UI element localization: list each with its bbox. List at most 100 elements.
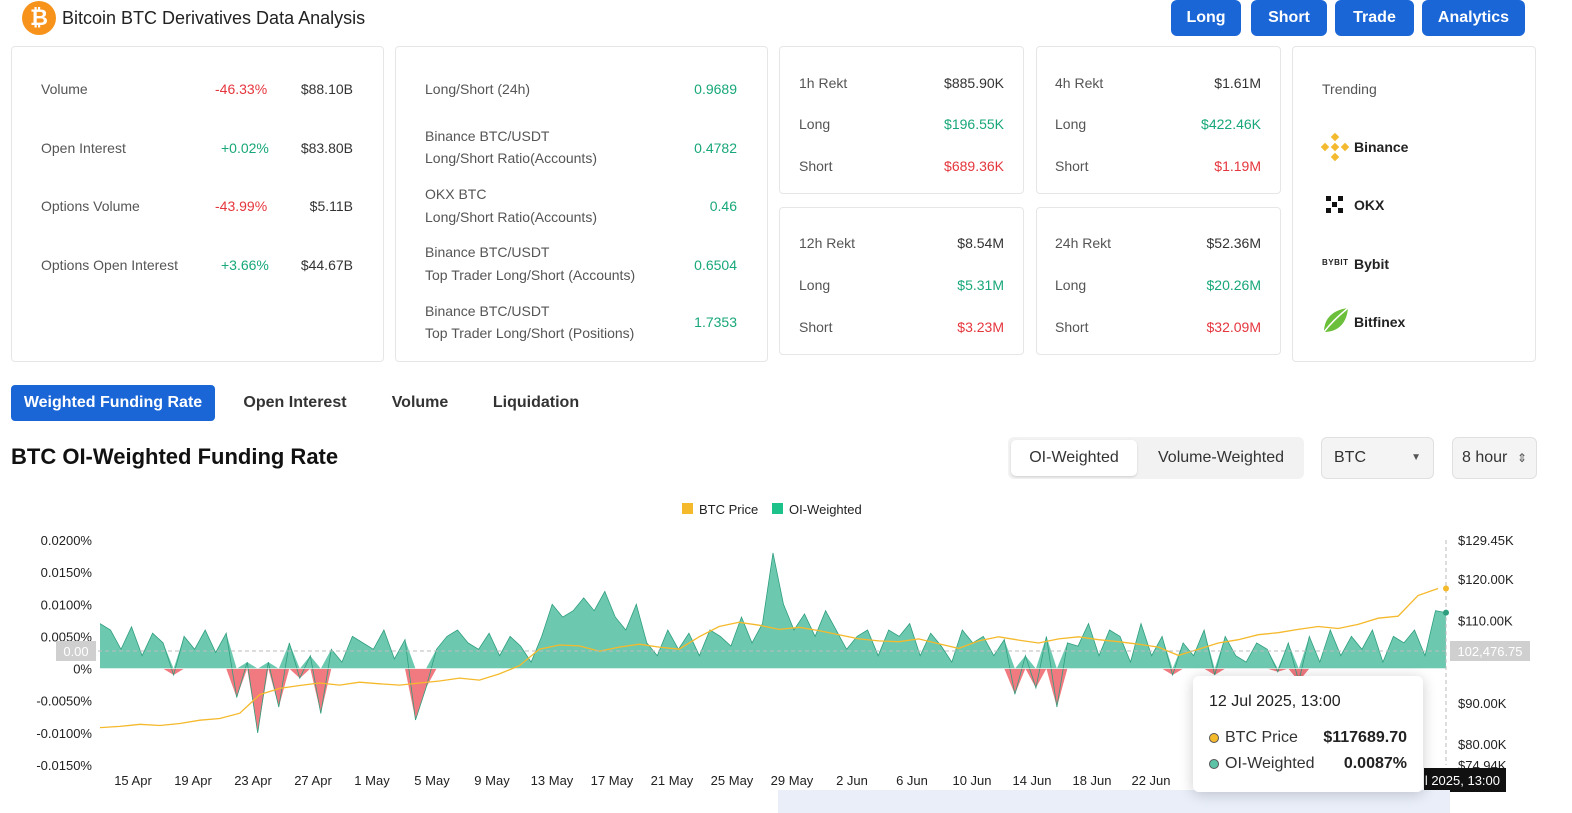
ratio-value: 0.9689	[694, 81, 737, 97]
oi-weighted-dot-icon	[1209, 759, 1219, 769]
legend-label: BTC Price	[699, 502, 758, 517]
overview-value: $44.67B	[300, 257, 353, 273]
ratio-label: Binance BTC/USDT	[425, 128, 550, 144]
ratio-sublabel: Top Trader Long/Short (Accounts)	[425, 267, 636, 283]
x-axis-tick: 9 May	[474, 773, 510, 788]
overview-label: Options Open Interest	[41, 257, 178, 273]
rekt-long-label: Long	[1055, 116, 1087, 132]
trending-title: Trending	[1322, 81, 1377, 97]
rekt-card-24h: 24h Rekt $52.36M Long $20.26M Short $32.…	[1036, 207, 1281, 355]
rekt-long-value: $196.55K	[944, 116, 1004, 132]
ratio-sublabel: Top Trader Long/Short (Positions)	[425, 325, 635, 341]
oi-weighted-positive-area	[100, 552, 1446, 669]
rekt-long-label: Long	[1055, 277, 1087, 293]
rekt-long-value: $422.46K	[1201, 116, 1261, 132]
interval-select-value: 8 hour	[1462, 449, 1508, 466]
x-axis-tick: 22 Jun	[1131, 773, 1170, 788]
trending-item-name: OKX	[1354, 197, 1385, 213]
overview-value: $88.10B	[300, 81, 353, 97]
overview-value: $5.11B	[309, 198, 353, 214]
trade-button[interactable]: Trade	[1335, 0, 1414, 36]
ratio-sublabel: Long/Short Ratio(Accounts)	[425, 209, 597, 225]
tooltip-value: 0.0087%	[1343, 755, 1407, 772]
x-axis-tick: 25 May	[711, 773, 754, 788]
oi-weighted-toggle[interactable]: OI-Weighted	[1011, 440, 1137, 476]
okx-icon	[1326, 196, 1343, 213]
y-axis-left-tick: 0.0200%	[41, 533, 93, 548]
y-axis-left-tick: -0.0050%	[36, 694, 92, 709]
legend-label: OI-Weighted	[789, 502, 862, 517]
ratio-label: Binance BTC/USDT	[425, 244, 550, 260]
tab-liquidation[interactable]: Liquidation	[492, 394, 580, 411]
crosshair-left-badge	[56, 641, 96, 661]
rekt-card-12h: 12h Rekt $8.54M Long $5.31M Short $3.23M	[779, 207, 1024, 355]
rekt-title: 1h Rekt	[799, 75, 848, 91]
analytics-button[interactable]: Analytics	[1422, 0, 1525, 36]
tab-open-interest[interactable]: Open Interest	[243, 394, 347, 411]
overview-value: $83.80B	[300, 140, 353, 156]
x-axis-tick: 17 May	[591, 773, 634, 788]
overview-change: -43.99%	[215, 198, 268, 214]
interval-select[interactable]: 8 hour ⇕	[1452, 437, 1537, 479]
chevron-down-icon: ▼	[1411, 452, 1421, 463]
x-axis-tick: 2 Jun	[836, 773, 868, 788]
y-axis-left-tick: 0.0100%	[41, 597, 93, 612]
x-axis-tick: 13 May	[531, 773, 574, 788]
rekt-long-value: $5.31M	[957, 277, 1004, 293]
long-button[interactable]: Long	[1171, 0, 1241, 36]
trending-item-name: Binance	[1354, 139, 1409, 155]
rekt-short-label: Short	[1055, 158, 1089, 174]
x-axis-tick: 19 Apr	[174, 773, 212, 788]
coin-select-value: BTC	[1334, 449, 1366, 466]
rekt-total: $885.90K	[944, 75, 1004, 91]
short-button[interactable]: Short	[1251, 0, 1327, 36]
rekt-card-1h: 1h Rekt $885.90K Long $196.55K Short $68…	[779, 46, 1024, 194]
rekt-title: 12h Rekt	[799, 235, 856, 251]
rekt-short-value: $1.19M	[1214, 158, 1261, 174]
bybit-icon: BYBIT	[1322, 258, 1349, 267]
ratio-sublabel: Long/Short Ratio(Accounts)	[425, 150, 597, 166]
weighting-toggle: OI-Weighted Volume-Weighted	[1008, 437, 1304, 479]
range-navigator	[778, 790, 1450, 813]
rekt-title: 4h Rekt	[1055, 75, 1104, 91]
coin-select[interactable]: BTC ▼	[1321, 437, 1434, 479]
x-axis-tick: 23 Apr	[234, 773, 272, 788]
trending-item-name: Bitfinex	[1354, 314, 1406, 330]
x-axis-tick: 1 May	[354, 773, 390, 788]
legend-swatch	[772, 503, 783, 514]
rekt-card-4h: 4h Rekt $1.61M Long $422.46K Short $1.19…	[1036, 46, 1281, 194]
y-axis-left-tick: -0.0100%	[36, 726, 92, 741]
rekt-long-value: $20.26M	[1206, 277, 1261, 293]
btc-price-dot-icon	[1209, 733, 1219, 743]
rekt-long-label: Long	[799, 116, 831, 132]
rekt-total: $52.36M	[1206, 235, 1261, 251]
tab-volume[interactable]: Volume	[391, 394, 449, 411]
x-axis-tick: 29 May	[771, 773, 814, 788]
x-axis-tick: 6 Jun	[896, 773, 928, 788]
rekt-short-label: Short	[799, 158, 833, 174]
rekt-short-value: $3.23M	[957, 319, 1004, 335]
x-axis-tick: 18 Jun	[1072, 773, 1111, 788]
tooltip-date: 12 Jul 2025, 13:00	[1209, 693, 1341, 710]
chart-tooltip: 12 Jul 2025, 13:00 BTC Price $117689.70 …	[1193, 676, 1423, 792]
volume-weighted-toggle[interactable]: Volume-Weighted	[1158, 449, 1284, 466]
crosshair-date-badge	[1424, 768, 1506, 792]
ratio-value: 0.46	[709, 198, 737, 214]
tab-weighted-funding-rate[interactable]: Weighted Funding Rate	[11, 385, 215, 421]
crosshair-right-label: 102,476.75	[1457, 644, 1522, 659]
overview-change: +3.66%	[221, 257, 269, 273]
ratio-value: 1.7353	[694, 314, 737, 330]
legend-swatch	[682, 503, 693, 514]
rekt-long-label: Long	[799, 277, 831, 293]
chart-section-title: BTC OI-Weighted Funding Rate	[11, 444, 339, 469]
rekt-short-label: Short	[1055, 319, 1089, 335]
rekt-short-value: $689.36K	[944, 158, 1004, 174]
page-header: ₿ Bitcoin BTC Derivatives Data Analysis …	[0, 0, 1572, 38]
tooltip-label: BTC Price	[1225, 729, 1298, 746]
overview-change: +0.02%	[221, 140, 269, 156]
rekt-short-label: Short	[799, 319, 833, 335]
tooltip-value: $117689.70	[1323, 729, 1407, 746]
ratio-value: 0.6504	[694, 257, 737, 273]
overview-label: Open Interest	[41, 140, 126, 156]
y-axis-left-tick: -0.0150%	[36, 758, 92, 773]
